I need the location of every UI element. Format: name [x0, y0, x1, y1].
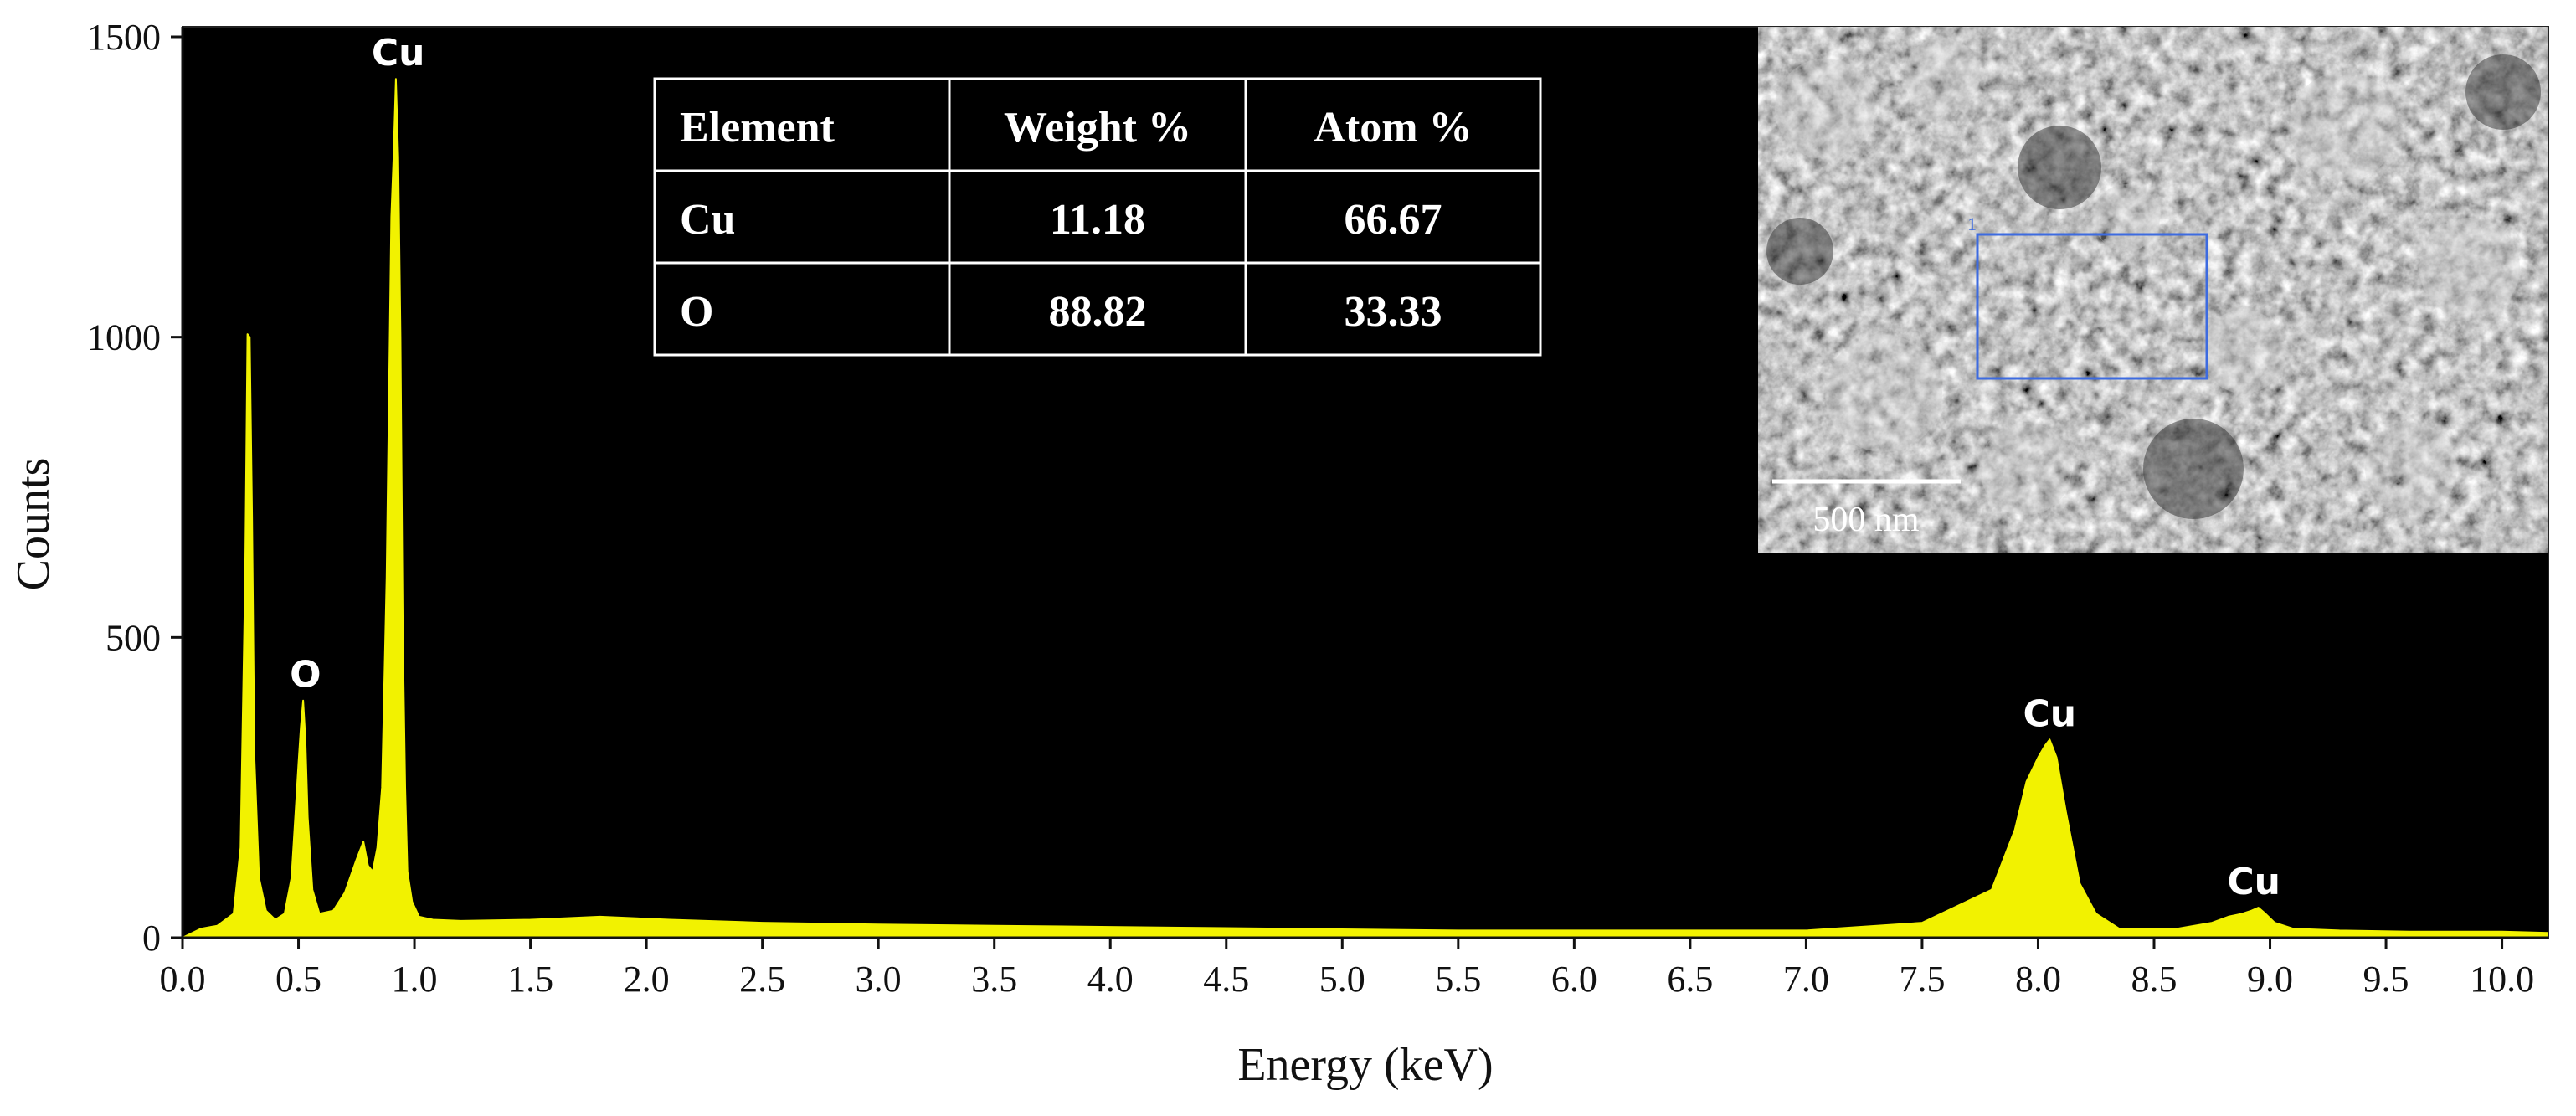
y-tick-label: 0	[142, 918, 161, 959]
y-tick-label: 1500	[87, 17, 161, 58]
x-tick-label: 5.0	[1319, 959, 1365, 1000]
y-axis-ticks: 0 500 1000 1500	[87, 17, 183, 959]
table-header-element: Element	[680, 104, 836, 152]
peak-label: O	[290, 654, 321, 697]
sem-inset-image: 1 500 nm	[1758, 27, 2548, 553]
analysis-region-label: 1	[1967, 213, 1977, 234]
x-tick-label: 6.0	[1551, 959, 1597, 1000]
spectrum-series	[183, 78, 2548, 938]
x-axis-ticks: 0.0 0.5 1.0 1.5 2.0 2.5 3.0 3.5 4.0 4.5 5.0 5.5 6.0 6…	[160, 938, 2534, 1000]
y-axis-label: Counts	[8, 458, 59, 591]
x-tick-label: 0.0	[160, 959, 206, 1000]
x-tick-label: 10.0	[2470, 959, 2534, 1000]
x-tick-label: 6.5	[1667, 959, 1713, 1000]
analysis-region-box	[1976, 233, 2208, 380]
x-tick-label: 8.0	[2015, 959, 2061, 1000]
spectrum-area	[183, 78, 2548, 938]
x-tick-label: 4.5	[1203, 959, 1249, 1000]
table-cell-atom-o: 33.33	[1345, 288, 1442, 336]
x-tick-label: 2.5	[739, 959, 785, 1000]
x-axis-label: Energy (keV)	[1237, 1039, 1493, 1091]
table-header-weight: Weight %	[1004, 104, 1191, 152]
table-cell-element-cu: Cu	[680, 196, 735, 244]
y-tick-label: 1000	[87, 317, 161, 358]
x-tick-label: 7.5	[1899, 959, 1945, 1000]
y-tick-label: 500	[105, 617, 161, 658]
x-tick-label: 9.0	[2247, 959, 2293, 1000]
x-tick-label: 4.0	[1087, 959, 1134, 1000]
x-tick-label: 3.5	[971, 959, 1017, 1000]
x-tick-label: 1.5	[507, 959, 553, 1000]
x-tick-label: 5.5	[1435, 959, 1481, 1000]
x-tick-label: 3.0	[856, 959, 902, 1000]
peak-label: Cu	[372, 32, 425, 75]
peak-label: Cu	[2227, 861, 2280, 903]
peak-label: Cu	[2023, 692, 2077, 735]
composition-table: Element Weight % Atom % Cu 11.18 66.67 O…	[653, 77, 1542, 357]
x-tick-label: 8.5	[2131, 959, 2178, 1000]
table-header-atom: Atom %	[1314, 104, 1472, 152]
x-tick-label: 7.0	[1783, 959, 1829, 1000]
scale-bar-label: 500 nm	[1812, 501, 1920, 539]
table-cell-weight-cu: 11.18	[1050, 196, 1145, 244]
x-tick-label: 9.5	[2363, 959, 2409, 1000]
table-cell-weight-o: 88.82	[1049, 288, 1147, 336]
x-tick-label: 2.0	[624, 959, 670, 1000]
table-cell-element-o: O	[680, 288, 713, 336]
peak-labels: Cu O Cu Cu	[290, 32, 2280, 903]
x-tick-label: 1.0	[392, 959, 438, 1000]
table-cell-atom-cu: 66.67	[1345, 196, 1442, 244]
x-tick-label: 0.5	[275, 959, 321, 1000]
